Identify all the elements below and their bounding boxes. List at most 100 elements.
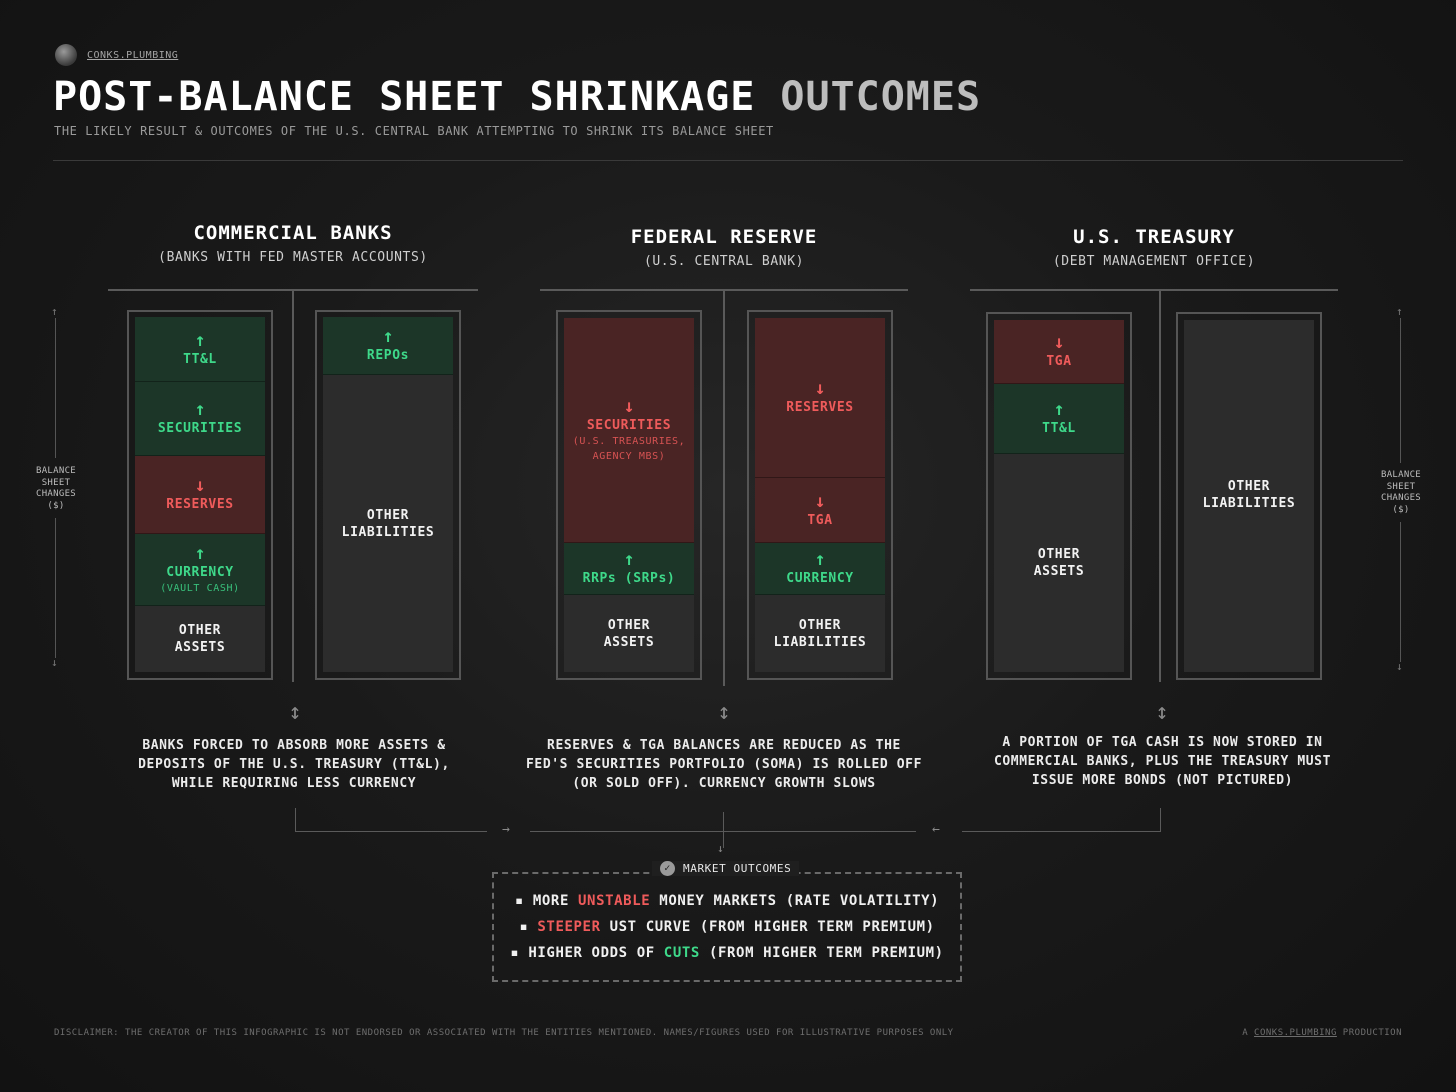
banks-repos-cell: ↑ REPOs: [323, 317, 453, 375]
market-outcome-item: ▪ MORE UNSTABLE MONEY MARKETS (RATE VOLA…: [514, 893, 940, 909]
treasury-divider: [970, 289, 1338, 291]
treasury-assets-column: ↓ TGA ↑ TT&L OTHER ASSETS: [994, 320, 1124, 672]
banks-other-assets-label: OTHER ASSETS: [174, 623, 226, 655]
right-arrow-icon: →: [502, 822, 510, 837]
brand-logo-icon: [55, 44, 77, 66]
fed-assets-column: ↓ SECURITIES (U.S. TREASURIES, AGENCY MB…: [564, 318, 694, 672]
check-icon: ✓: [660, 861, 675, 876]
side-down-arrow-icon-right: ↓: [1396, 660, 1403, 673]
connector-right-line: [962, 831, 1160, 832]
banks-subtitle: (BANKS WITH FED MASTER ACCOUNTS): [158, 250, 428, 265]
fed-reserves-label: RESERVES: [786, 400, 854, 415]
banks-updown-arrow-icon: ↕: [288, 700, 302, 725]
outcome-text: MORE: [532, 893, 579, 909]
fed-liabilities-frame: ↓ RESERVES ↓ TGA ↑ CURRENCY OTHER LIABIL…: [747, 310, 893, 680]
page-title: POST-BALANCE SHEET SHRINKAGE OUTCOMES: [53, 74, 981, 120]
treasury-other-liabilities-cell: OTHER LIABILITIES: [1184, 320, 1314, 670]
market-outcomes-list: ▪ MORE UNSTABLE MONEY MARKETS (RATE VOLA…: [492, 888, 962, 966]
banks-other-liabilities-cell: OTHER LIABILITIES: [323, 375, 453, 672]
market-outcome-item: ▪ HIGHER ODDS OF CUTS (FROM HIGHER TERM …: [510, 945, 944, 961]
fed-center-line: [723, 289, 725, 686]
footer-credit: A CONKS.PLUMBING PRODUCTION: [1242, 1028, 1402, 1038]
banks-center-line: [292, 289, 294, 682]
up-arrow-icon: ↑: [194, 542, 206, 564]
fed-subtitle: (U.S. CENTRAL BANK): [643, 254, 805, 269]
banks-currency-label: CURRENCY: [166, 564, 234, 580]
treasury-title: U.S. TREASURY: [1073, 226, 1235, 248]
banks-securities-cell: ↑ SECURITIES: [135, 382, 265, 456]
treasury-liabilities-column: OTHER LIABILITIES: [1184, 320, 1314, 672]
fed-other-assets-cell: OTHER ASSETS: [564, 595, 694, 672]
left-arrow-icon: ←: [932, 822, 940, 837]
side-up-arrow-icon-left: ↑: [51, 305, 58, 318]
fed-reserves-cell: ↓ RESERVES: [755, 318, 885, 478]
banks-reserves-label: RESERVES: [166, 497, 234, 512]
fed-other-liabilities-label: OTHER LIABILITIES: [773, 617, 867, 650]
outcome-highlight: STEEPER: [537, 919, 601, 935]
fed-tga-cell: ↓ TGA: [755, 478, 885, 543]
side-label-right: BALANCE SHEET CHANGES ($): [1380, 470, 1422, 515]
brand: CONKS.PLUMBING: [55, 44, 178, 66]
treasury-liabilities-frame: OTHER LIABILITIES: [1176, 312, 1322, 680]
fed-description: RESERVES & TGA BALANCES ARE REDUCED AS T…: [525, 738, 923, 791]
fed-title: FEDERAL RESERVE: [630, 226, 818, 248]
banks-currency-note: (VAULT CASH): [160, 582, 240, 594]
market-outcomes-title-text: MARKET OUTCOMES: [683, 862, 792, 875]
banks-assets-frame: ↑ TT&L ↑ SECURITIES ↓ RESERVES ↑ CURRENC…: [127, 310, 273, 680]
side-line-right-bottom: [1400, 522, 1401, 662]
banks-liabilities-frame: ↑ REPOs OTHER LIABILITIES: [315, 310, 461, 680]
fed-tga-label: TGA: [807, 512, 833, 528]
treasury-assets-frame: ↓ TGA ↑ TT&L OTHER ASSETS: [986, 312, 1132, 680]
outcome-text: (FROM HIGHER TERM PREMIUM): [699, 945, 944, 961]
fed-rrps-label: RRPs (SRPs): [582, 571, 676, 586]
outcome-text: MONEY MARKETS (RATE VOLATILITY): [650, 893, 940, 909]
treasury-updown-arrow-icon: ↕: [1155, 700, 1169, 725]
treasury-tga-cell: ↓ TGA: [994, 320, 1124, 384]
side-line-left-top: [55, 318, 56, 458]
banks-currency-cell: ↑ CURRENCY (VAULT CASH): [135, 534, 265, 606]
banks-reserves-cell: ↓ RESERVES: [135, 456, 265, 534]
fed-currency-cell: ↑ CURRENCY: [755, 543, 885, 595]
fed-securities-note: (U.S. TREASURIES, AGENCY MBS): [572, 435, 686, 462]
up-arrow-icon: ↑: [194, 399, 206, 420]
brand-link[interactable]: CONKS.PLUMBING: [87, 49, 179, 61]
banks-other-liabilities-label: OTHER LIABILITIES: [341, 507, 435, 540]
fed-other-liabilities-cell: OTHER LIABILITIES: [755, 595, 885, 672]
banks-repos-label: REPOs: [366, 348, 410, 363]
market-outcomes-title: ✓ MARKET OUTCOMES: [652, 861, 800, 876]
side-line-left-bottom: [55, 518, 56, 658]
down-arrow-icon: ↓: [623, 395, 635, 417]
treasury-other-liabilities-label: OTHER LIABILITIES: [1202, 479, 1296, 511]
treasury-ttl-cell: ↑ TT&L: [994, 384, 1124, 454]
fed-other-assets-label: OTHER ASSETS: [603, 617, 655, 650]
page-subtitle: THE LIKELY RESULT & OUTCOMES OF THE U.S.…: [54, 124, 774, 138]
treasury-other-assets-label: OTHER ASSETS: [1033, 547, 1085, 579]
up-arrow-icon: ↑: [623, 549, 635, 570]
side-up-arrow-icon-right: ↑: [1396, 305, 1403, 318]
treasury-tga-label: TGA: [1046, 354, 1072, 369]
fed-updown-arrow-icon: ↕: [717, 700, 731, 725]
banks-liabilities-column: ↑ REPOs OTHER LIABILITIES: [323, 317, 453, 672]
market-outcome-item: ▪ STEEPER UST CURVE (FROM HIGHER TERM PR…: [519, 919, 935, 935]
down-arrow-icon: ↓: [194, 475, 206, 496]
connector-center-drop: [723, 812, 724, 848]
fed-liabilities-column: ↓ RESERVES ↓ TGA ↑ CURRENCY OTHER LIABIL…: [755, 318, 885, 672]
banks-ttl-cell: ↑ TT&L: [135, 317, 265, 382]
title-main: POST-BALANCE SHEET SHRINKAGE: [53, 74, 756, 120]
credit-link[interactable]: CONKS.PLUMBING: [1254, 1028, 1337, 1038]
side-line-right-top: [1400, 318, 1401, 463]
fed-securities-label: SECURITIES: [586, 417, 672, 433]
fed-currency-label: CURRENCY: [786, 571, 854, 586]
down-arrow-icon: ↓: [814, 378, 826, 399]
banks-title: COMMERCIAL BANKS: [193, 222, 393, 244]
fed-securities-cell: ↓ SECURITIES (U.S. TREASURIES, AGENCY MB…: [564, 318, 694, 543]
banks-description: BANKS FORCED TO ABSORB MORE ASSETS & DEP…: [138, 738, 450, 791]
up-arrow-icon: ↑: [1053, 399, 1065, 420]
fed-rrps-cell: ↑ RRPs (SRPs): [564, 543, 694, 595]
down-arrow-icon: ↓: [814, 490, 826, 512]
treasury-other-assets-cell: OTHER ASSETS: [994, 454, 1124, 672]
connector-right-drop: [1160, 808, 1161, 832]
banks-securities-label: SECURITIES: [157, 421, 243, 436]
treasury-subtitle: (DEBT MANAGEMENT OFFICE): [1052, 254, 1256, 269]
banks-other-assets-cell: OTHER ASSETS: [135, 606, 265, 672]
